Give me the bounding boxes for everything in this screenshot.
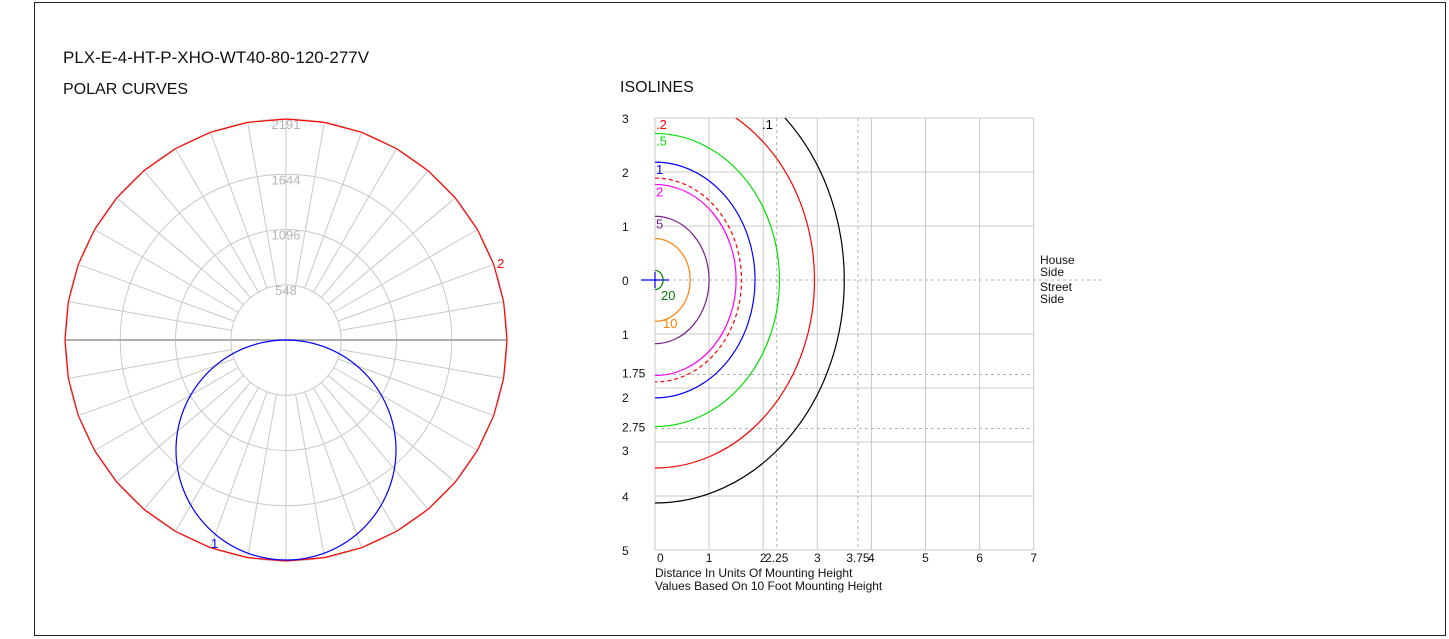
polar-spoke (116, 197, 244, 305)
isoline (655, 118, 845, 504)
polar-spoke (209, 132, 268, 289)
polar-spoke (313, 148, 397, 293)
polar-spoke (337, 358, 494, 417)
polar-spoke (247, 394, 277, 558)
polar-spoke (175, 387, 259, 532)
report-frame (34, 2, 1446, 636)
polar-spoke (68, 349, 232, 379)
side-label: House (1040, 253, 1075, 267)
isolines-footnote-distance: Distance In Units Of Mounting Height (655, 566, 853, 580)
polar-spoke (333, 229, 478, 313)
polar-spoke (340, 301, 504, 331)
side-label: Street (1040, 280, 1073, 294)
isoline-label: .1 (762, 117, 773, 132)
polar-spoke (94, 229, 239, 313)
isoline-label: 5 (656, 216, 663, 231)
polar-spoke (78, 358, 235, 417)
isolines-y-tick: 3 (622, 112, 629, 126)
isoline (655, 269, 664, 291)
polar-curve-2 (64, 118, 508, 562)
isolines-x-tick: 2.25 (765, 551, 789, 565)
isoline-label: 10 (663, 316, 677, 331)
polar-curves-title: POLAR CURVES (63, 81, 189, 98)
isoline (655, 183, 737, 377)
polar-spoke (321, 170, 429, 298)
polar-ring-label: 2191 (272, 117, 301, 132)
isoline (655, 132, 781, 428)
isolines-grid (654, 117, 1105, 551)
polar-spoke (337, 263, 494, 322)
isolines-y-tick: 2.75 (622, 421, 646, 435)
polar-spoke (295, 394, 325, 558)
isolines-y-tick: 1.75 (622, 367, 646, 381)
polar-curve-1 (175, 339, 397, 561)
side-label: Side (1040, 292, 1064, 306)
polar-spoke (247, 122, 277, 286)
isolines-x-tick: 2 (760, 551, 767, 565)
polar-spoke (68, 301, 232, 331)
isolines-footnote-mounting: Values Based On 10 Foot Mounting Height (655, 579, 883, 593)
isolines-title: ISOLINES (620, 79, 694, 96)
polar-spoke (328, 197, 456, 305)
polar-curves: 21 (64, 118, 508, 562)
product-title: PLX-E-4-HT-P-XHO-WT40-80-120-277V (63, 48, 370, 67)
polar-ring-label: 1096 (272, 228, 301, 243)
isoline-label: 2 (656, 184, 663, 199)
isoline (655, 161, 756, 399)
polar-curve-2-label: 2 (497, 256, 504, 271)
isoline (655, 237, 691, 323)
isolines-contours (641, 118, 845, 504)
isoline (655, 177, 743, 383)
polar-spoke (143, 170, 251, 298)
polar-spoke (304, 391, 363, 548)
isoline-label: .2 (656, 117, 667, 132)
isolines-x-tick: 4 (868, 551, 875, 565)
polar-ring-label: 1644 (272, 172, 301, 187)
polar-spoke (143, 382, 251, 510)
polar-spoke (175, 148, 259, 293)
isoline-label: 20 (661, 288, 675, 303)
polar-ring-label: 548 (275, 283, 297, 298)
isolines-y-tick: 2 (622, 166, 629, 180)
isolines-x-tick: 3 (814, 551, 821, 565)
isolines-y-tick: 0 (622, 274, 629, 288)
polar-spoke (94, 367, 239, 451)
polar-spoke (328, 375, 456, 483)
isoline (655, 118, 816, 469)
polar-spoke (333, 367, 478, 451)
isolines-y-tick: 1 (622, 220, 629, 234)
isolines-y-tick: 2 (622, 391, 629, 405)
isolines-y-tick: 4 (622, 490, 629, 504)
isolines-y-tick: 1 (622, 328, 629, 342)
isolines-y-tick: 5 (622, 544, 629, 558)
isolines-x-tick: 5 (922, 551, 929, 565)
polar-spoke (304, 132, 363, 289)
isolines-x-tick: 6 (976, 551, 983, 565)
polar-spoke (313, 387, 397, 532)
isolines-x-tick: 1 (706, 551, 713, 565)
polar-spoke (78, 263, 235, 322)
isoline-label: .5 (656, 133, 667, 148)
polar-ring-labels: 548 1096 1644 2191 (272, 117, 301, 298)
polar-spoke (321, 382, 429, 510)
isolines-x-tick: 3.75 (846, 551, 870, 565)
isolines-x-tick: 7 (1030, 551, 1037, 565)
polar-curve-1-label: 1 (211, 536, 218, 551)
isolines-y-tick: 3 (622, 444, 629, 458)
isoline (655, 215, 710, 345)
isolines-x-tick: 0 (657, 551, 664, 565)
side-label: Side (1040, 265, 1064, 279)
polar-spoke (209, 391, 268, 548)
polar-spoke (295, 122, 325, 286)
polar-spoke (116, 375, 244, 483)
polar-spoke (340, 349, 504, 379)
isoline-label: 1 (656, 162, 663, 177)
